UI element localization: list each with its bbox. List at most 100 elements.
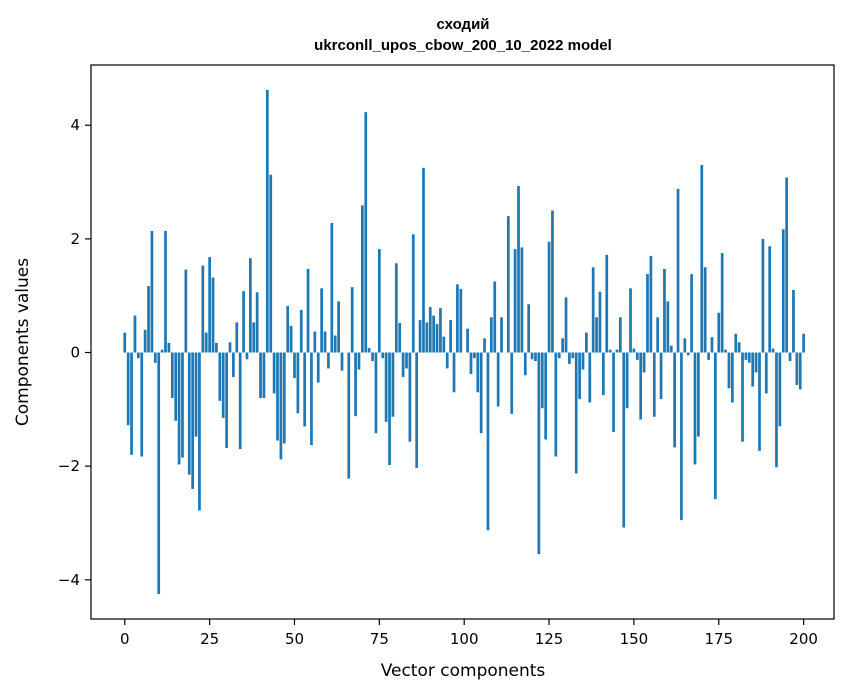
y-axis-label: Components values — [13, 258, 33, 426]
bar-23 — [201, 265, 205, 353]
bar-27 — [215, 342, 218, 353]
bar-39 — [255, 292, 259, 353]
chart-title: сходий — [436, 16, 489, 33]
bar-74 — [374, 352, 378, 434]
bar-151 — [635, 352, 639, 360]
bar-24 — [204, 332, 208, 353]
bar-101 — [466, 328, 469, 353]
bar-95 — [445, 352, 449, 369]
bar-190 — [768, 246, 772, 353]
bar-6 — [143, 329, 147, 353]
bar-21 — [194, 352, 198, 437]
x-tick-label-5: 125 — [535, 630, 564, 648]
y-tick-label-2: 0 — [70, 344, 80, 362]
bar-102 — [469, 352, 473, 375]
bar-1 — [126, 352, 130, 426]
bar-107 — [486, 352, 490, 531]
x-tick-label-3: 75 — [370, 630, 389, 648]
bar-49 — [289, 325, 293, 353]
bar-4 — [136, 352, 140, 359]
bar-50 — [293, 352, 296, 379]
bar-156 — [652, 352, 656, 417]
bar-32 — [232, 352, 235, 377]
bar-45 — [276, 352, 279, 441]
bar-161 — [669, 345, 673, 353]
y-tick-label-1: −2 — [58, 457, 80, 475]
bar-28 — [218, 352, 222, 401]
bar-127 — [554, 352, 558, 457]
bar-132 — [571, 352, 575, 359]
bar-42 — [265, 90, 269, 353]
bar-144 — [612, 352, 615, 433]
bar-79 — [391, 352, 395, 417]
bar-3 — [133, 315, 137, 353]
bar-145 — [615, 349, 619, 353]
x-tick-label-2: 50 — [285, 630, 304, 648]
bar-200 — [802, 333, 805, 353]
bar-167 — [690, 274, 693, 353]
bar-117 — [520, 247, 524, 353]
bar-168 — [693, 352, 697, 465]
bar-108 — [489, 317, 493, 353]
y-axis-ticks: −4 −2 0 2 4 — [58, 116, 91, 589]
bar-70 — [361, 205, 364, 353]
bar-25 — [208, 257, 211, 353]
bar-15 — [174, 352, 178, 421]
bar-14 — [170, 352, 174, 398]
bar-68 — [354, 352, 357, 417]
bar-34 — [238, 352, 242, 450]
bar-183 — [744, 352, 748, 360]
bar-52 — [299, 309, 303, 353]
bar-43 — [269, 174, 273, 353]
bar-176 — [720, 253, 724, 353]
bar-55 — [310, 352, 313, 446]
bar-162 — [673, 352, 676, 448]
x-tick-label-1: 25 — [200, 630, 219, 648]
bar-29 — [221, 352, 225, 418]
bar-76 — [381, 352, 385, 359]
bar-193 — [778, 352, 782, 427]
bar-137 — [588, 352, 592, 403]
bar-110 — [496, 352, 500, 407]
bar-83 — [405, 352, 408, 369]
bar-189 — [764, 352, 768, 394]
bar-191 — [771, 348, 775, 353]
bar-37 — [249, 258, 252, 353]
bar-47 — [282, 352, 286, 444]
y-tick-label-0: −4 — [58, 571, 80, 589]
bar-159 — [663, 268, 666, 353]
bar-149 — [629, 288, 632, 353]
bar-187 — [758, 352, 761, 451]
bar-9 — [153, 352, 157, 363]
bar-46 — [279, 352, 283, 460]
bar-22 — [198, 352, 201, 511]
bar-106 — [483, 338, 486, 353]
bar-5 — [140, 352, 144, 457]
bar-99 — [459, 288, 463, 353]
bar-121 — [534, 352, 537, 362]
bar-138 — [591, 267, 595, 353]
bar-120 — [530, 352, 534, 360]
bar-38 — [252, 322, 256, 353]
bar-18 — [184, 269, 188, 353]
bar-173 — [710, 337, 714, 353]
bar-142 — [605, 254, 609, 353]
bar-33 — [235, 322, 239, 353]
bar-143 — [608, 349, 612, 353]
bar-0 — [123, 332, 127, 353]
bar-136 — [585, 332, 588, 353]
bar-36 — [245, 352, 249, 360]
bar-26 — [211, 277, 215, 353]
bar-31 — [228, 342, 232, 353]
bar-11 — [160, 349, 164, 353]
bar-67 — [350, 287, 354, 353]
bar-133 — [574, 352, 578, 474]
bar-134 — [578, 352, 581, 400]
bar-91 — [432, 315, 436, 353]
bar-116 — [517, 186, 520, 353]
bar-130 — [564, 297, 568, 353]
bar-180 — [734, 333, 738, 353]
bar-89 — [425, 322, 429, 353]
bar-104 — [476, 352, 480, 393]
bar-196 — [788, 352, 792, 362]
